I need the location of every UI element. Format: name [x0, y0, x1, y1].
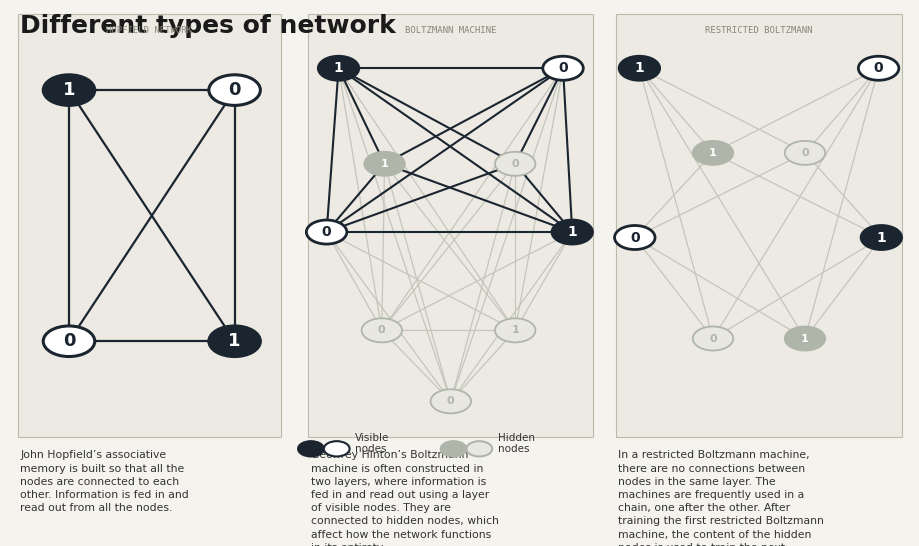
- Text: 0: 0: [873, 61, 882, 75]
- Text: 0: 0: [709, 334, 716, 343]
- Text: 0: 0: [800, 148, 808, 158]
- Text: 0: 0: [558, 61, 567, 75]
- Circle shape: [209, 75, 260, 105]
- Text: Different types of network: Different types of network: [20, 14, 395, 38]
- Text: 0: 0: [322, 225, 331, 239]
- Circle shape: [298, 441, 323, 456]
- Circle shape: [860, 225, 901, 250]
- Text: 1: 1: [380, 159, 388, 169]
- Text: 0: 0: [511, 159, 518, 169]
- Text: 1: 1: [800, 334, 808, 343]
- Text: 0: 0: [62, 333, 75, 350]
- Circle shape: [430, 389, 471, 413]
- Text: 0: 0: [630, 230, 639, 245]
- Text: 1: 1: [228, 333, 241, 350]
- Circle shape: [618, 56, 659, 80]
- Text: John Hopfield’s associative
memory is built so that all the
nodes are connected : John Hopfield’s associative memory is bu…: [20, 450, 188, 513]
- Circle shape: [306, 220, 346, 244]
- FancyBboxPatch shape: [308, 14, 593, 437]
- Circle shape: [440, 441, 466, 456]
- Circle shape: [692, 141, 732, 165]
- Circle shape: [857, 56, 898, 80]
- Text: 1: 1: [634, 61, 643, 75]
- Circle shape: [551, 220, 592, 244]
- Text: 1: 1: [567, 225, 576, 239]
- FancyBboxPatch shape: [616, 14, 901, 437]
- Circle shape: [364, 152, 404, 176]
- Circle shape: [784, 141, 824, 165]
- Text: 1: 1: [62, 81, 75, 99]
- Circle shape: [494, 318, 535, 342]
- Text: Hidden
nodes: Hidden nodes: [497, 432, 534, 454]
- Circle shape: [43, 326, 95, 357]
- Circle shape: [43, 75, 95, 105]
- Text: In a restricted Boltzmann machine,
there are no connections between
nodes in the: In a restricted Boltzmann machine, there…: [618, 450, 823, 546]
- Text: 1: 1: [511, 325, 518, 335]
- Circle shape: [542, 56, 583, 80]
- Text: 1: 1: [709, 148, 716, 158]
- Circle shape: [614, 225, 654, 250]
- FancyBboxPatch shape: [18, 14, 280, 437]
- Circle shape: [323, 441, 349, 456]
- Text: HOPFIELD NETWORK: HOPFIELD NETWORK: [107, 26, 192, 34]
- Text: Visible
nodes: Visible nodes: [355, 432, 389, 454]
- Circle shape: [784, 327, 824, 351]
- Text: 0: 0: [378, 325, 385, 335]
- Text: RESTRICTED BOLTZMANN: RESTRICTED BOLTZMANN: [705, 26, 811, 34]
- Circle shape: [494, 152, 535, 176]
- Circle shape: [466, 441, 492, 456]
- Circle shape: [318, 56, 358, 80]
- Text: 0: 0: [228, 81, 241, 99]
- Text: 0: 0: [447, 396, 454, 406]
- Circle shape: [361, 318, 402, 342]
- Circle shape: [209, 326, 260, 357]
- Text: BOLTZMANN MACHINE: BOLTZMANN MACHINE: [404, 26, 496, 34]
- Text: Geoffrey Hinton’s Boltzmann
machine is often constructed in
two layers, where in: Geoffrey Hinton’s Boltzmann machine is o…: [311, 450, 498, 546]
- Circle shape: [692, 327, 732, 351]
- Text: 1: 1: [334, 61, 343, 75]
- Text: 1: 1: [876, 230, 885, 245]
